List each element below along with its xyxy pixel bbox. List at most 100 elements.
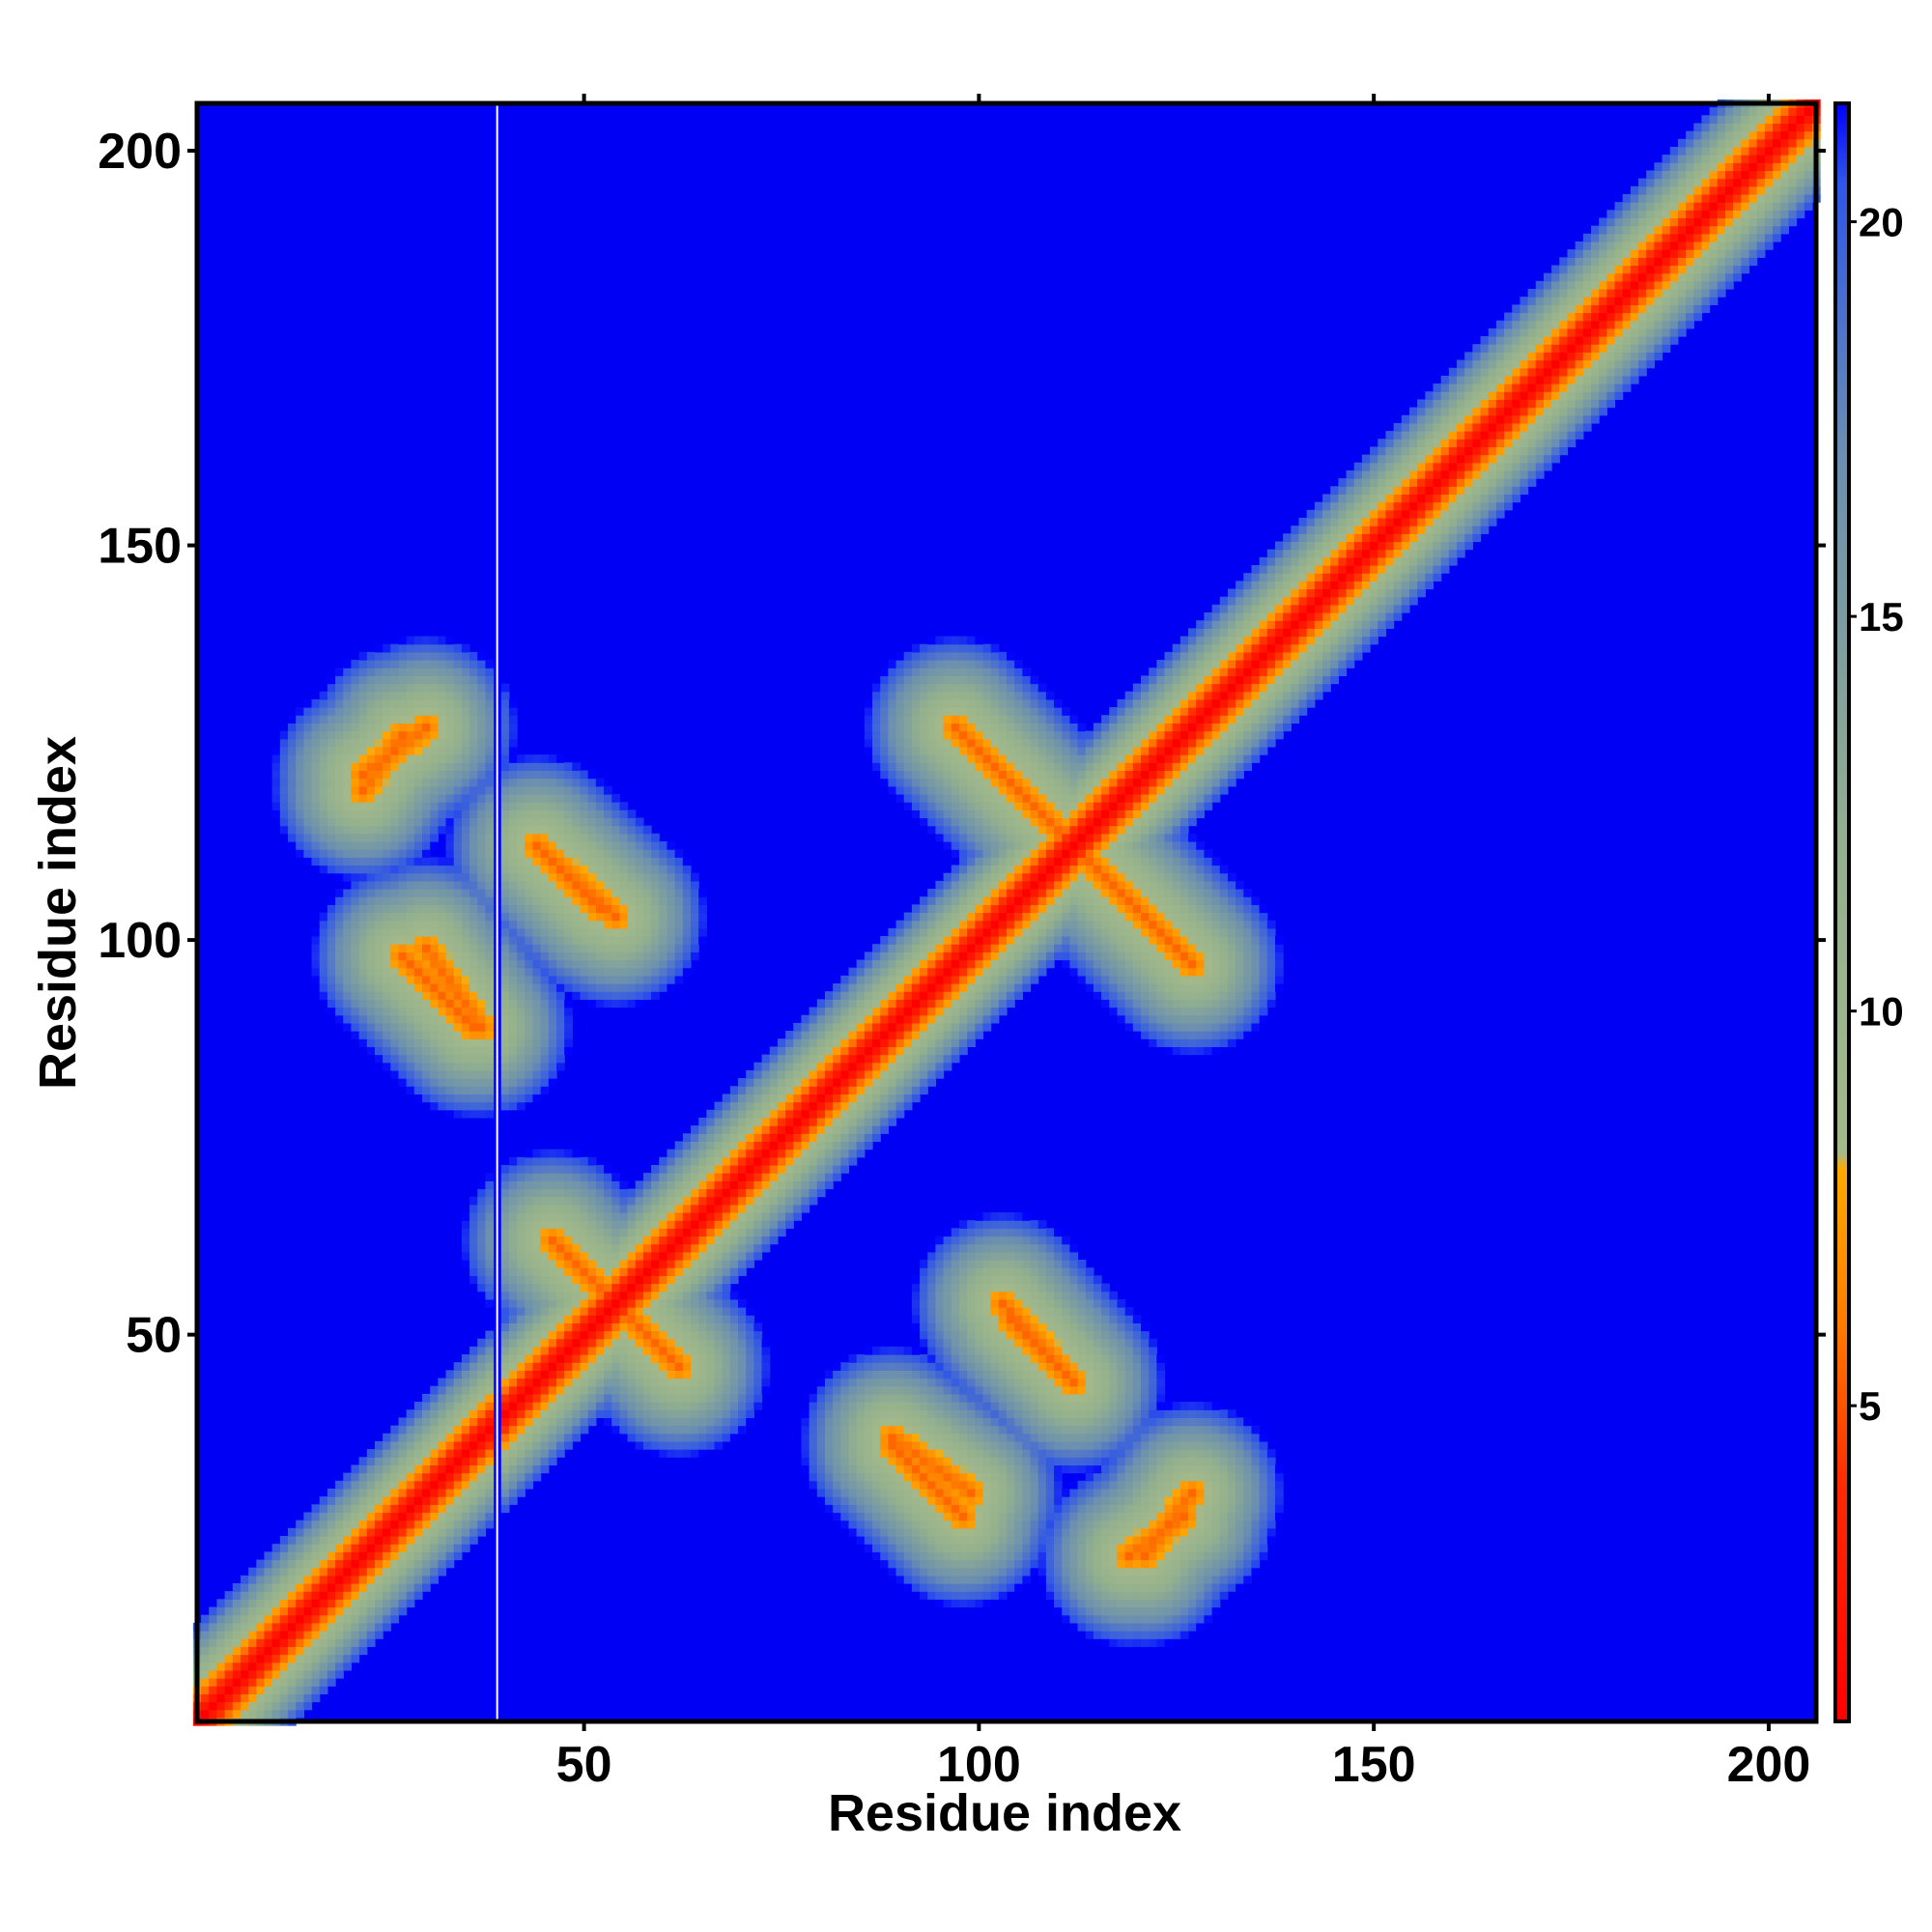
heatmap-cell	[327, 1631, 336, 1639]
heatmap-cell	[240, 1686, 249, 1694]
heatmap-cell	[801, 1038, 810, 1047]
heatmap-cell	[406, 999, 415, 1009]
heatmap-cell	[517, 833, 526, 842]
heatmap-cell	[801, 1188, 810, 1198]
heatmap-cell	[500, 927, 510, 937]
heatmap-cell	[690, 1149, 699, 1158]
heatmap-cell	[753, 1125, 763, 1134]
heatmap-cell	[848, 999, 858, 1009]
heatmap-cell	[469, 920, 478, 929]
heatmap-cell	[674, 1156, 684, 1166]
heatmap-cell	[729, 1188, 739, 1198]
heatmap-cell	[430, 1449, 439, 1458]
heatmap-cell	[374, 651, 384, 661]
heatmap-cell	[642, 1204, 652, 1213]
heatmap-cell	[383, 975, 391, 984]
heatmap-cell	[548, 959, 557, 969]
heatmap-cell	[508, 880, 518, 890]
heatmap-cell	[659, 1330, 668, 1340]
heatmap-cell	[445, 1094, 455, 1103]
heatmap-cell	[485, 904, 495, 914]
heatmap-cell	[438, 1046, 447, 1056]
heatmap-cell	[667, 967, 676, 977]
heatmap-cell	[422, 1504, 431, 1514]
heatmap-cell	[659, 1283, 668, 1293]
heatmap-cell	[659, 888, 668, 897]
heatmap-cell	[555, 1346, 565, 1355]
heatmap-cell	[674, 849, 684, 858]
heatmap-cell	[358, 1457, 368, 1466]
heatmap-cell	[642, 1440, 652, 1450]
heatmap-cell	[864, 698, 873, 708]
heatmap-cell	[611, 880, 620, 890]
heatmap-cell	[453, 991, 463, 1000]
heatmap-cell	[390, 888, 400, 897]
heatmap-cell	[548, 872, 557, 882]
heatmap-cell	[358, 983, 368, 992]
heatmap-cell	[366, 715, 376, 724]
heatmap-cell	[777, 1101, 786, 1111]
heatmap-cell	[296, 738, 304, 748]
heatmap-cell	[525, 1022, 534, 1032]
heatmap-cell	[619, 1330, 629, 1340]
heatmap-cell	[413, 920, 423, 929]
heatmap-cell	[469, 904, 478, 914]
heatmap-cell	[548, 1156, 557, 1166]
heatmap-cell	[500, 746, 510, 755]
heatmap-cell	[445, 888, 455, 897]
heatmap-cell	[430, 1409, 439, 1419]
heatmap-cell	[840, 1164, 850, 1174]
heatmap-cell	[485, 1480, 495, 1490]
heatmap-cell	[611, 1370, 620, 1379]
heatmap-cell	[635, 912, 644, 922]
heatmap-cell	[422, 636, 431, 645]
heatmap-cell	[856, 1101, 866, 1111]
heatmap-cell	[555, 1283, 565, 1293]
heatmap-cell	[319, 849, 328, 858]
heatmap-cell	[587, 1243, 597, 1253]
heatmap-cell	[659, 865, 668, 874]
heatmap-cell	[532, 991, 542, 1000]
heatmap-cell	[485, 888, 495, 897]
heatmap-cell	[398, 683, 408, 693]
heatmap-cell	[572, 1251, 582, 1261]
heatmap-cell	[532, 1393, 542, 1403]
heatmap-cell	[525, 1385, 534, 1395]
heatmap-cell	[508, 1251, 518, 1261]
heatmap-cell	[500, 1196, 510, 1206]
heatmap-cell	[572, 1260, 582, 1268]
heatmap-cell	[864, 991, 873, 1000]
heatmap-cell	[880, 1022, 889, 1032]
heatmap-cell	[540, 1260, 550, 1268]
heatmap-cell	[517, 1433, 526, 1442]
heatmap-cell	[248, 1669, 257, 1679]
heatmap-cell	[279, 1583, 289, 1592]
heatmap-cell	[816, 1149, 826, 1158]
heatmap-cell	[674, 1385, 684, 1395]
heatmap-cell	[619, 1307, 629, 1316]
heatmap-cell	[461, 1472, 470, 1482]
heatmap-cell	[453, 1488, 463, 1497]
heatmap-cell	[746, 1125, 754, 1134]
heatmap-cell	[469, 1038, 478, 1047]
heatmap-cell	[880, 983, 889, 992]
heatmap-cell	[335, 778, 344, 787]
heatmap-cell	[398, 1031, 408, 1039]
heatmap-cell	[880, 959, 889, 969]
heatmap-cell	[500, 1378, 510, 1387]
heatmap-cell	[508, 1173, 518, 1181]
heatmap-cell	[690, 872, 699, 882]
heatmap-cell	[366, 896, 376, 905]
heatmap-cell	[833, 1069, 841, 1079]
heatmap-cell	[319, 1654, 328, 1663]
heatmap-cell	[445, 840, 455, 850]
heatmap-cell	[398, 1014, 408, 1024]
heatmap-cell	[880, 975, 889, 984]
heatmap-cell	[413, 865, 423, 874]
heatmap-cell	[264, 1701, 273, 1711]
heatmap-cell	[296, 1686, 304, 1694]
heatmap-cell	[651, 1283, 660, 1293]
heatmap-cell	[548, 1031, 557, 1039]
heatmap-cell	[335, 1496, 344, 1505]
heatmap-cell	[642, 1220, 652, 1229]
